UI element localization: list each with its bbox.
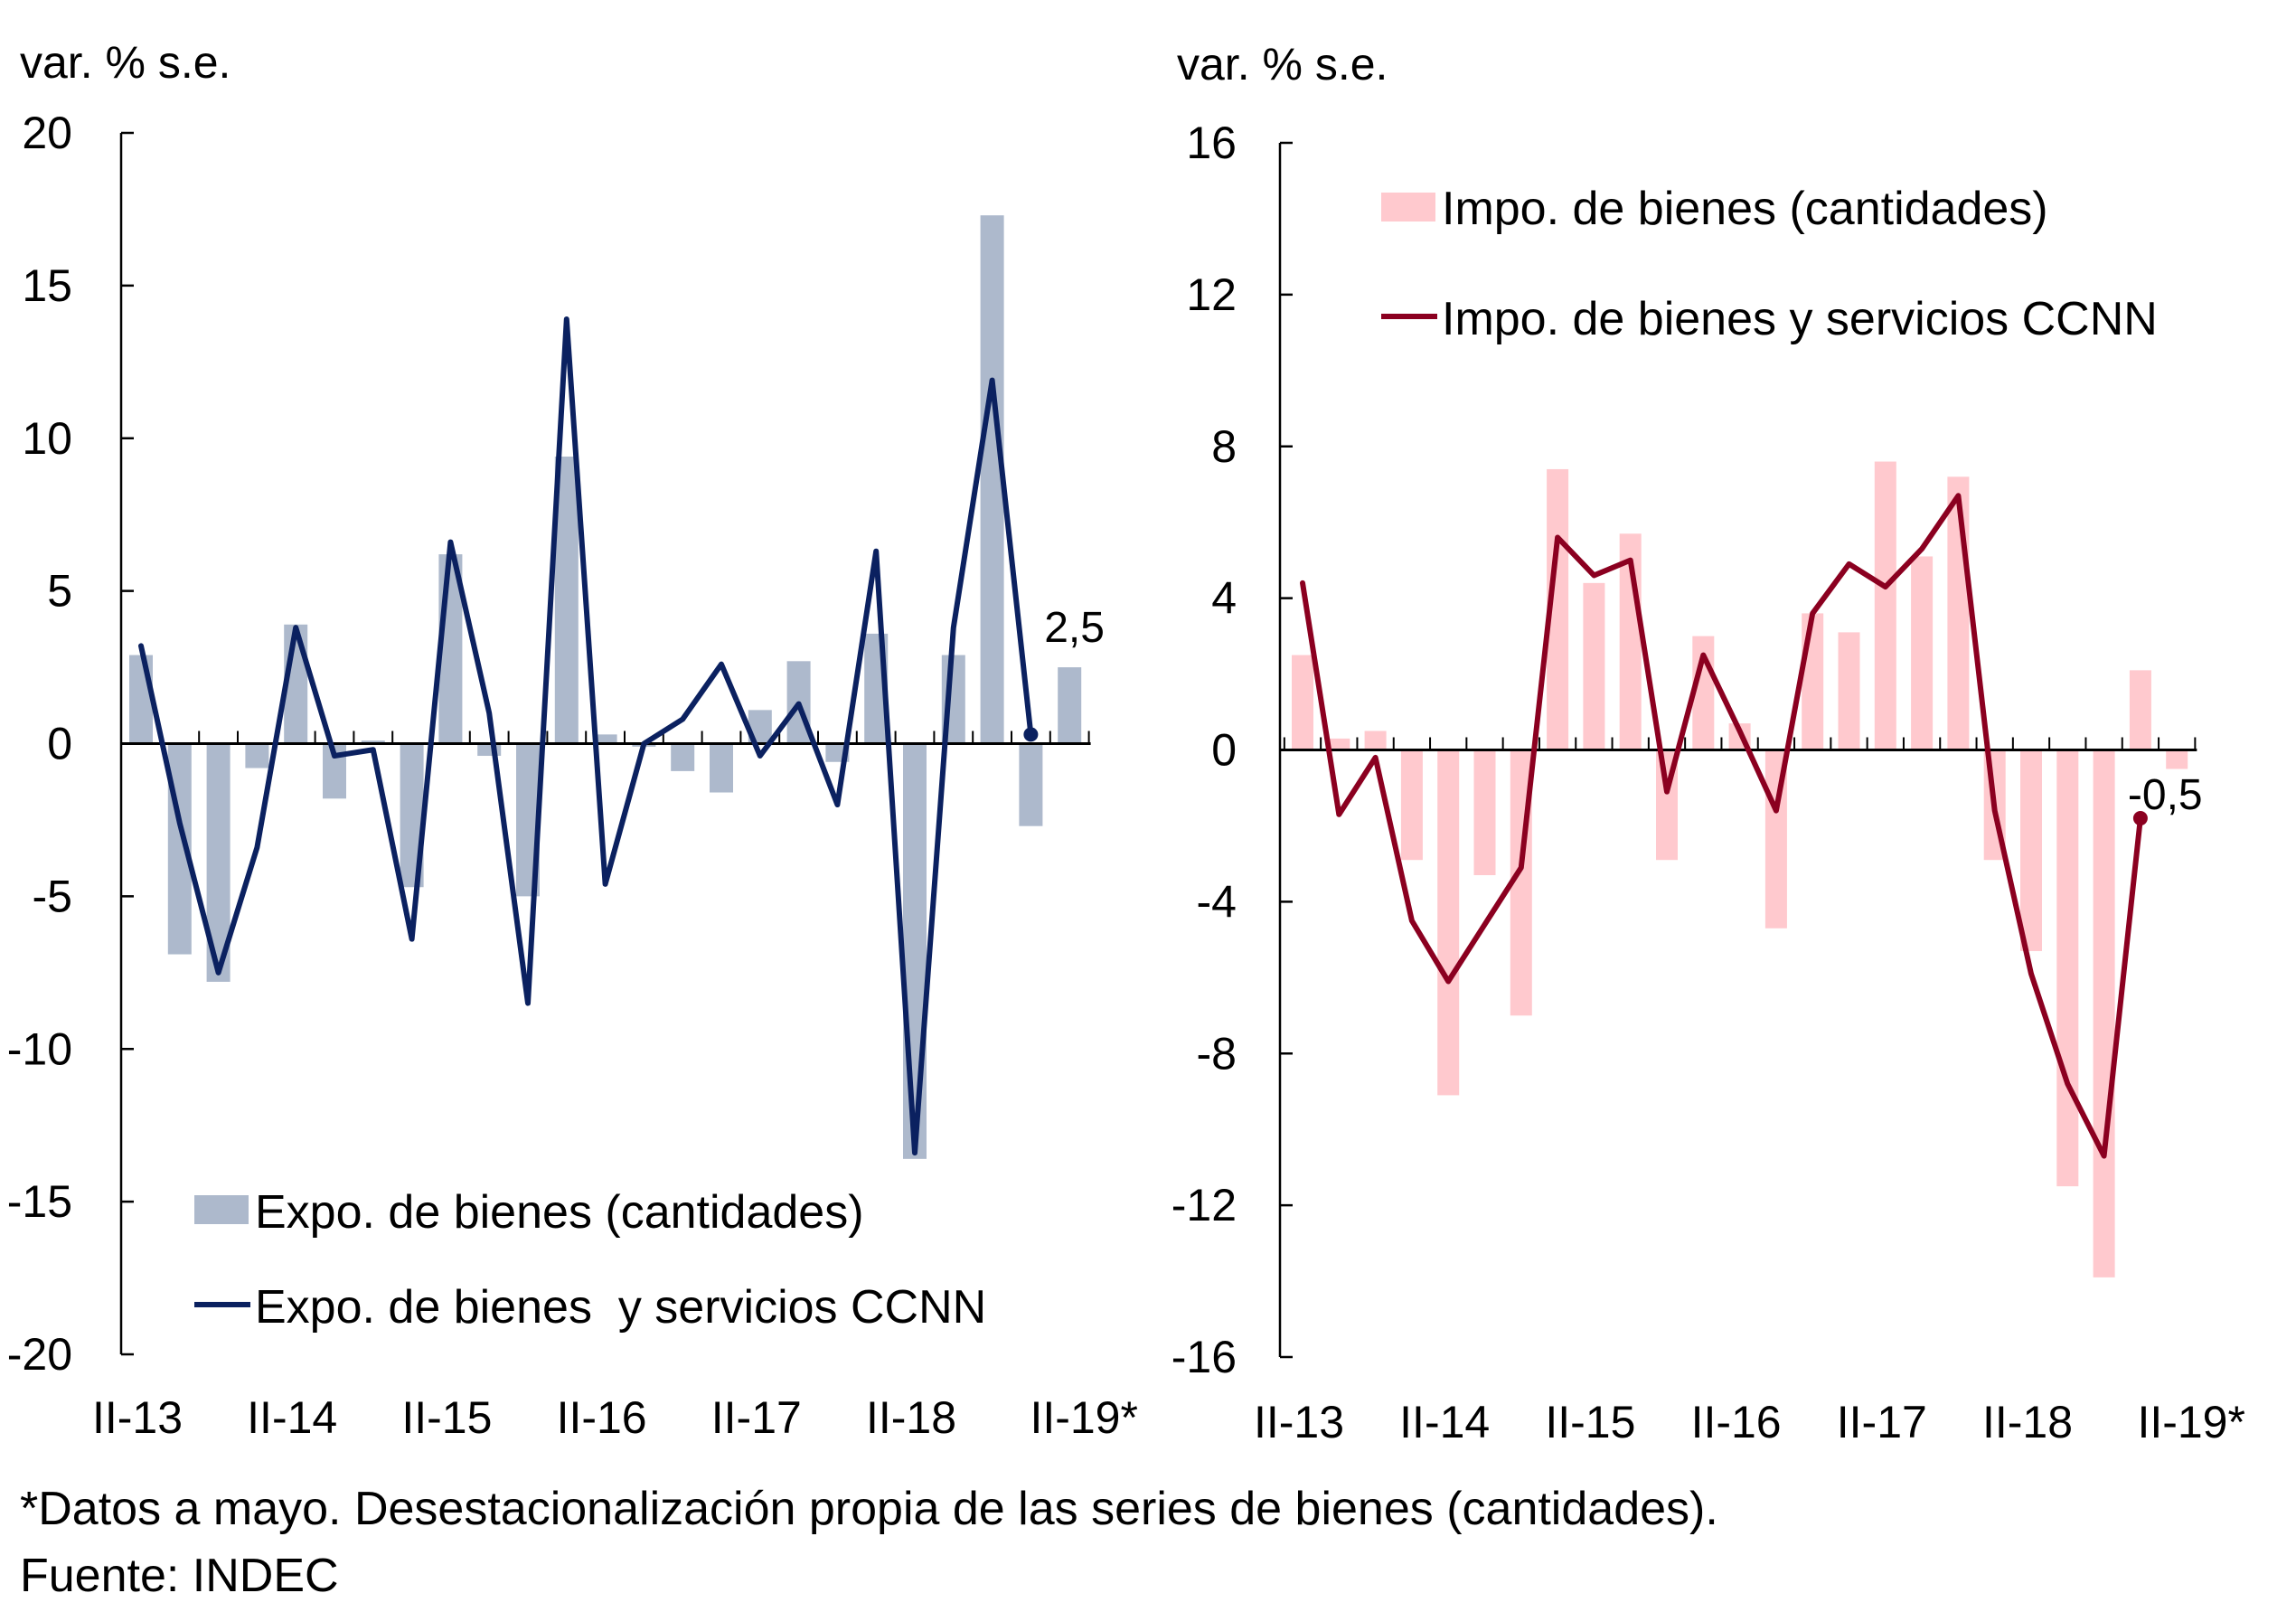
y-tick-label: 16	[1186, 118, 1237, 168]
y-tick-label: -12	[1172, 1180, 1237, 1230]
x-tick-label: II-17	[1837, 1397, 1927, 1447]
y-tick-label: 4	[1211, 573, 1237, 624]
impo-bar	[1947, 476, 1970, 750]
y-tick-label: 0	[1211, 725, 1237, 776]
right-y-tick-labels: 16 12 8 4 0 -4 -8 -12 -16	[1172, 118, 1237, 1382]
impo-bar	[2093, 749, 2115, 1277]
right-axes	[1278, 141, 2197, 1359]
imports-chart: var. % s.e. -0,5 16 12 8 4 0 -4 -8 -12 -16 II-13…	[1172, 39, 2245, 1447]
impo-bar	[1911, 556, 1934, 750]
impo-ccnn-line	[1300, 493, 2143, 1159]
expo-last-value-label: 2,5	[1044, 604, 1105, 652]
x-tick-label: II-16	[1691, 1397, 1782, 1447]
x-tick-label: II-15	[1545, 1397, 1635, 1447]
x-tick-label: II-13	[1254, 1397, 1344, 1447]
x-tick-label: II-14	[247, 1392, 337, 1443]
right-y-axis-title: var. % s.e.	[1177, 39, 1388, 90]
impo-bar	[1583, 582, 1605, 750]
impo-bar	[1400, 749, 1423, 861]
impo-bar	[1364, 731, 1387, 750]
expo-bar	[671, 743, 695, 771]
expo-bar	[129, 655, 153, 744]
left-bars-group	[129, 215, 1082, 1159]
legend-swatch-impo-bienes	[1381, 193, 1435, 222]
impo-bar	[2129, 670, 2151, 750]
y-tick-label: 15	[22, 260, 72, 311]
x-tick-label: II-15	[401, 1392, 492, 1443]
y-tick-label: -4	[1197, 876, 1237, 927]
y-tick-label: -5	[33, 871, 72, 921]
right-x-tick-labels: II-13 II-14 II-15 II-16 II-17 II-18 II-19*	[1254, 1397, 2245, 1447]
expo-bar	[593, 734, 617, 744]
x-tick-label: II-13	[92, 1392, 183, 1443]
y-tick-label: 0	[47, 719, 72, 769]
impo-bar	[1838, 632, 1860, 750]
legend-label-expo-ccnn: Expo. de bienes y servicios CCNN	[255, 1281, 986, 1334]
x-tick-label: II-14	[1399, 1397, 1490, 1447]
x-tick-label: II-18	[866, 1392, 956, 1443]
impo-bar	[1473, 749, 1496, 875]
x-tick-label: II-16	[557, 1392, 647, 1443]
y-tick-label: -20	[7, 1329, 72, 1380]
impo-bar	[1437, 749, 1460, 1096]
legend-swatch-expo-bienes	[194, 1195, 249, 1224]
y-tick-label: -16	[1172, 1332, 1237, 1382]
y-tick-label: -15	[7, 1176, 72, 1227]
impo-bar	[2056, 749, 2079, 1187]
legend-label-impo-ccnn: Impo. de bienes y servicios CCNN	[1442, 293, 2158, 345]
expo-bar	[477, 743, 502, 757]
impo-bar	[1874, 461, 1896, 750]
exports-chart: var. % s.e. 2,5 20 15 10 5 0 -5 -10 -15 -20 II-1…	[7, 37, 1138, 1443]
left-x-tick-labels: II-13 II-14 II-15 II-16 II-17 II-18 II-19*	[92, 1392, 1138, 1443]
y-tick-label: 20	[22, 108, 72, 158]
y-tick-label: 5	[47, 566, 72, 617]
x-tick-label: II-19*	[2137, 1397, 2245, 1447]
x-tick-label: II-17	[711, 1392, 802, 1443]
expo-bar	[361, 740, 385, 744]
expo-bar	[710, 743, 733, 793]
impo-bar	[1292, 655, 1313, 750]
impo-bar	[2020, 749, 2042, 951]
left-y-tick-labels: 20 15 10 5 0 -5 -10 -15 -20	[7, 108, 72, 1380]
expo-last-point-marker	[1023, 727, 1039, 742]
impo-last-point-marker	[2132, 811, 2148, 826]
expo-bar	[980, 215, 1004, 744]
expo-bar	[1019, 743, 1043, 826]
left-line-group: 2,5	[138, 316, 1105, 1156]
y-tick-label: 10	[22, 413, 72, 464]
y-tick-label: -8	[1197, 1028, 1237, 1079]
right-legend: Impo. de bienes (cantidades) Impo. de bi…	[1381, 183, 2158, 345]
source-note: Fuente: INDEC	[20, 1550, 339, 1602]
expo-bar	[903, 743, 927, 1159]
y-tick-label: 12	[1186, 269, 1237, 320]
x-tick-label: II-18	[1982, 1397, 2073, 1447]
y-tick-label: 8	[1211, 421, 1237, 472]
legend-label-impo-bienes: Impo. de bienes (cantidades)	[1442, 183, 2048, 235]
y-tick-label: -10	[7, 1023, 72, 1074]
left-y-axis-title: var. % s.e.	[20, 37, 231, 88]
left-legend: Expo. de bienes (cantidades) Expo. de bi…	[194, 1186, 986, 1334]
expo-bar	[245, 743, 269, 768]
legend-label-expo-bienes: Expo. de bienes (cantidades)	[255, 1186, 864, 1239]
impo-last-value-label: -0,5	[2128, 771, 2203, 819]
x-tick-label: II-19*	[1030, 1392, 1138, 1443]
expo-bar	[1058, 667, 1082, 744]
right-bars-group	[1292, 461, 2188, 1277]
right-line-group: -0,5	[1300, 493, 2203, 1159]
expo-ccnn-line	[138, 316, 1034, 1156]
impo-bar	[1328, 738, 1350, 750]
impo-bar	[2166, 749, 2188, 769]
footnote: *Datos a mayo. Desestacionalización prop…	[20, 1483, 1718, 1535]
impo-bar	[1802, 613, 1824, 750]
